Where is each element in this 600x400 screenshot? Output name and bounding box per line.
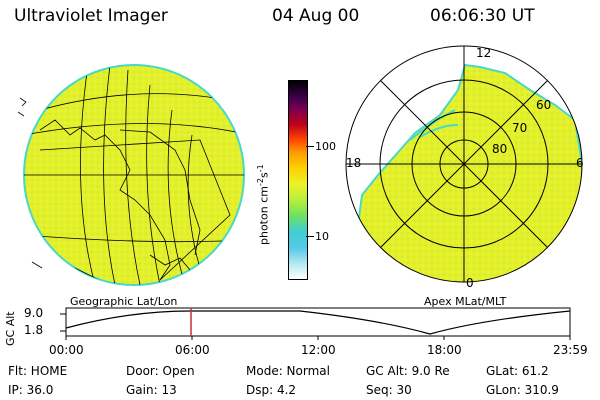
mlt-label-12: 12 — [476, 46, 492, 60]
geographic-image-panel — [17, 64, 245, 286]
geo-longitude-status: GLon: 310.9 — [486, 383, 559, 397]
app-title: Ultraviolet Imager — [14, 6, 168, 26]
door-status: Door: Open — [126, 364, 195, 378]
mode-status: Mode: Normal — [246, 364, 330, 378]
dsp-status: Dsp: 4.2 — [246, 383, 297, 397]
sequence-status: Seq: 30 — [366, 383, 412, 397]
timeline-frame — [65, 307, 571, 337]
colorbar-unit-label: photon cm-2s-1 — [256, 164, 271, 245]
flight-status: Flt: HOME — [8, 364, 68, 378]
polar-label: Apex MLat/MLT — [424, 295, 507, 308]
timeline-xtick-1200: 12:00 — [301, 343, 336, 357]
timeline-plot — [60, 307, 571, 340]
date-label: 04 Aug 00 — [272, 6, 360, 26]
gain-status: Gain: 13 — [126, 383, 177, 397]
timeline-ylabel: GC Alt — [4, 311, 17, 346]
mlt-line-diag2 — [380, 80, 548, 248]
gc-altitude-status: GC Alt: 9.0 Re — [366, 364, 450, 378]
timeline-xtick-0600: 06:00 — [175, 343, 210, 357]
polar-image-panel — [345, 45, 583, 283]
timeline-xtick-2359: 23:59 — [553, 343, 588, 357]
ip-status: IP: 36.0 — [8, 383, 54, 397]
geographic-label: Geographic Lat/Lon — [70, 295, 178, 308]
colorbar-label-10: 10 — [315, 230, 329, 243]
mlt-label-6: 6 — [576, 156, 584, 170]
timeline-xtick-1800: 18:00 — [427, 343, 462, 357]
colorbar — [288, 80, 308, 280]
mlat-label-70: 70 — [512, 121, 528, 135]
colorbar-tick-100 — [306, 146, 314, 147]
colorbar-tick-10 — [306, 236, 314, 237]
mlt-label-18: 18 — [346, 156, 362, 170]
time-label: 06:06:30 UT — [430, 6, 535, 26]
mlat-label-80: 80 — [492, 142, 508, 156]
timeline-ytick-1.8: 1.8 — [24, 323, 44, 337]
timeline-xtick-0000: 00:00 — [49, 343, 84, 357]
mlt-label-0: 0 — [466, 276, 474, 290]
orbit-altitude-curve — [65, 310, 571, 335]
mlat-label-60: 60 — [536, 98, 552, 112]
colorbar-label-100: 100 — [315, 140, 336, 153]
timeline-ytick-9: 9.0 — [24, 306, 44, 320]
geo-latitude-status: GLat: 61.2 — [486, 364, 549, 378]
